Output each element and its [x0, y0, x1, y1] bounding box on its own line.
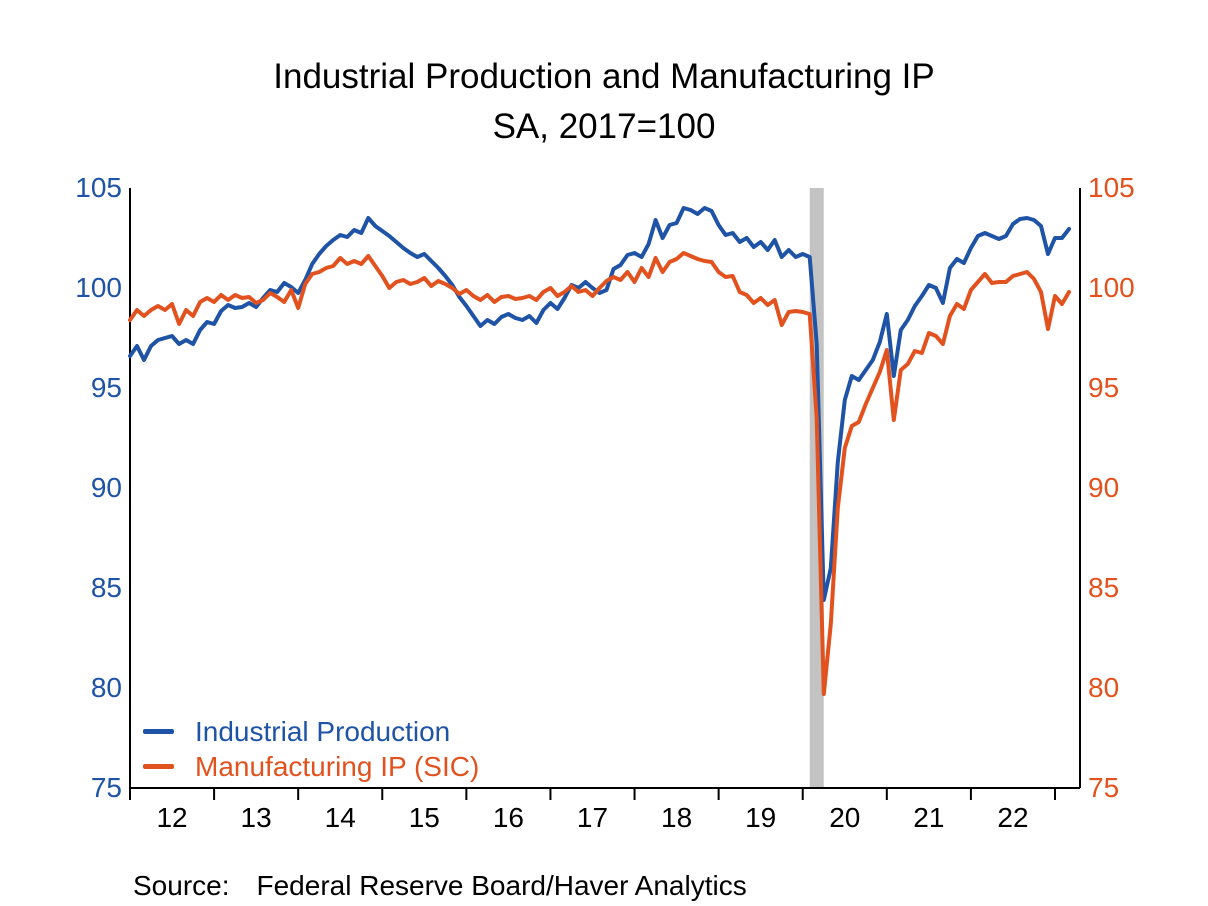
- y-axis-label-right: 100: [1088, 272, 1135, 303]
- legend-label-industrial-production: Industrial Production: [195, 715, 451, 747]
- y-axis-label-left: 80: [90, 672, 122, 703]
- x-axis-year-label: 17: [576, 802, 609, 833]
- x-axis-year-label: 22: [997, 802, 1029, 833]
- x-axis-year-label: 18: [661, 802, 693, 833]
- x-axis-year-label: 13: [240, 802, 272, 833]
- legend-label-manufacturing-ip: Manufacturing IP (SIC): [195, 750, 480, 782]
- x-axis-year-label: 15: [408, 802, 440, 833]
- chart-title-line1: Industrial Production and Manufacturing …: [273, 57, 935, 96]
- x-axis-year-label: 20: [829, 802, 861, 833]
- chart-title-line2: SA, 2017=100: [492, 107, 716, 146]
- y-axis-label-right: 105: [1088, 172, 1135, 203]
- legend-item-manufacturing-ip: Manufacturing IP (SIC): [143, 749, 479, 784]
- y-axis-label-right: 95: [1088, 372, 1120, 403]
- x-axis-year-label: 14: [324, 802, 356, 833]
- y-axis-label-left: 75: [90, 772, 122, 803]
- y-axis-label-left: 95: [90, 372, 122, 403]
- legend-swatch-industrial-production: [143, 729, 174, 734]
- legend: Industrial Production Manufacturing IP (…: [143, 714, 479, 784]
- legend-swatch-manufacturing-ip: [143, 764, 174, 769]
- y-axis-label-right: 90: [1088, 472, 1120, 503]
- y-axis-label-right: 75: [1088, 772, 1120, 803]
- legend-item-industrial-production: Industrial Production: [143, 714, 479, 749]
- chart-title: Industrial Production and Manufacturing …: [0, 52, 1208, 152]
- x-axis-year-label: 16: [492, 802, 524, 833]
- series-line-industrial-production: [128, 206, 1071, 602]
- y-axis-label-right: 80: [1088, 672, 1120, 703]
- y-axis-label-right: 85: [1088, 572, 1120, 603]
- x-axis-year-label: 19: [745, 802, 777, 833]
- source-text: Federal Reserve Board/Haver Analytics: [256, 870, 747, 901]
- y-axis-label-left: 85: [90, 572, 122, 603]
- source-line: Source: Federal Reserve Board/Haver Analy…: [133, 870, 747, 902]
- y-axis-label-left: 90: [90, 472, 122, 503]
- x-axis-year-label: 12: [156, 802, 188, 833]
- series-line-manufacturing-ip: [128, 251, 1071, 696]
- source-label: Source:: [133, 870, 230, 901]
- x-axis-year-label: 21: [913, 802, 945, 833]
- y-axis-label-left: 100: [75, 272, 122, 303]
- y-axis-label-left: 105: [75, 172, 122, 203]
